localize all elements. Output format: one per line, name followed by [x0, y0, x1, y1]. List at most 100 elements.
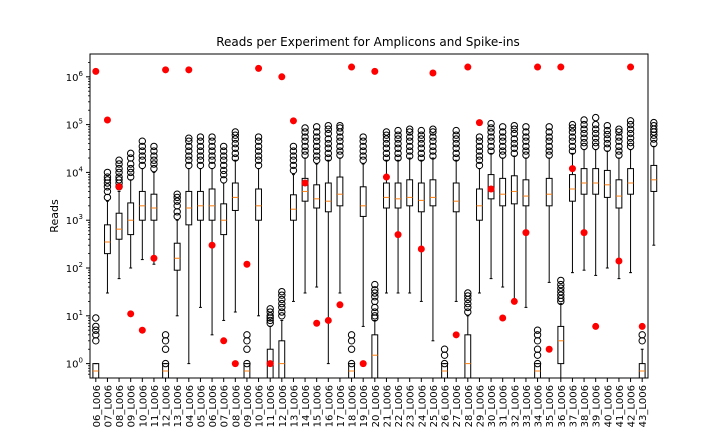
box-body-39	[545, 177, 553, 207]
x-tick-label-2: 08_L006	[115, 385, 126, 427]
flier-43-0	[591, 142, 600, 151]
box-1	[103, 168, 112, 294]
box-body-23	[359, 186, 367, 217]
flier-0-2	[92, 326, 100, 334]
flier-16-1	[278, 308, 286, 316]
flier-34-2	[487, 137, 495, 145]
flier-11-4	[219, 156, 228, 164]
flier-14-3	[254, 147, 263, 155]
flier-25-0	[382, 154, 391, 162]
flier-33-0	[475, 161, 484, 170]
flier-21-0	[336, 151, 344, 159]
flier-24-4	[371, 297, 379, 306]
flier-31-1	[452, 149, 460, 158]
spike-in-point-38	[580, 229, 588, 237]
flier-23-1	[359, 152, 367, 160]
flier-9-0	[196, 161, 205, 170]
flier-41-6	[568, 120, 577, 129]
spike-in-point-23	[382, 173, 390, 181]
flier-12-1	[231, 149, 240, 158]
flier-7-1	[173, 208, 181, 216]
box-12	[231, 128, 240, 313]
flier-47-1	[638, 331, 646, 339]
flier-39-0	[545, 151, 553, 159]
flier-26-3	[394, 139, 402, 148]
flier-24-7	[371, 286, 379, 294]
flier-41-4	[568, 128, 577, 136]
flier-35-3	[498, 137, 507, 145]
flier-23-3	[359, 142, 367, 151]
flier-20-3	[324, 139, 333, 148]
plot-frame	[89, 53, 649, 379]
spike-in-point-42	[638, 322, 646, 330]
flier-13-1	[243, 345, 251, 353]
box-body-21	[336, 176, 344, 207]
spike-in-point-36	[557, 63, 565, 71]
flier-35-0	[498, 151, 507, 159]
x-tick-label-19: 15_L006	[313, 385, 324, 427]
box-38	[533, 326, 542, 379]
flier-36-5	[510, 125, 519, 133]
x-tick-label-33: 29_L006	[475, 385, 486, 427]
flier-46-6	[626, 117, 635, 125]
flier-18-4	[301, 133, 309, 141]
flier-38-0	[533, 359, 542, 368]
flier-31-3	[452, 139, 460, 148]
flier-43-3	[591, 129, 600, 138]
flier-21-3	[336, 137, 344, 145]
x-tick-label-46: 42_L006	[627, 385, 638, 427]
flier-1-4	[103, 176, 112, 184]
flier-4-3	[138, 147, 147, 155]
flier-16-4	[278, 295, 286, 304]
flier-3-5	[126, 149, 135, 158]
box-body-3	[127, 202, 135, 236]
box-body-40	[557, 325, 565, 365]
x-tick-label-34: 30_L006	[487, 385, 498, 427]
flier-14-6	[254, 133, 263, 141]
x-tick-label-38: 34_L006	[534, 385, 545, 427]
flier-37-6	[522, 123, 530, 131]
flier-28-5	[417, 131, 426, 139]
flier-25-1	[382, 149, 391, 158]
box-19	[312, 123, 321, 288]
flier-37-4	[522, 133, 530, 141]
flier-11-2	[219, 166, 228, 175]
flier-1-6	[103, 168, 112, 177]
flier-12-2	[231, 144, 240, 152]
flier-45-0	[615, 151, 623, 159]
flier-1-5	[103, 173, 112, 181]
flier-9-2	[196, 152, 205, 160]
flier-15-3	[266, 312, 274, 320]
flier-18-0	[301, 151, 309, 159]
flier-41-1	[568, 142, 577, 151]
flier-32-2	[464, 299, 472, 308]
y-tick-label-2: 102	[66, 261, 83, 275]
flier-3-1	[126, 168, 135, 177]
y-axis-title: Reads	[48, 199, 61, 233]
flier-39-3	[545, 137, 553, 145]
box-body-24	[371, 334, 379, 379]
flier-24-5	[371, 293, 379, 301]
flier-5-3	[150, 152, 158, 160]
box-27	[405, 125, 414, 294]
spike-in-point-31	[499, 314, 507, 322]
x-tick-label-26: 22_L006	[394, 385, 405, 427]
flier-0-4	[92, 314, 100, 322]
box-24	[371, 280, 379, 379]
box-44	[603, 121, 612, 269]
spike-in-point-34	[534, 63, 542, 71]
spike-in-point-20	[348, 63, 356, 71]
flier-15-1	[266, 316, 274, 325]
flier-10-0	[208, 161, 216, 170]
flier-48-1	[650, 135, 658, 143]
box-0	[92, 314, 100, 379]
flier-21-2	[336, 142, 344, 151]
flier-48-5	[650, 121, 658, 130]
flier-33-4	[475, 142, 484, 151]
flier-12-6	[231, 128, 240, 136]
flier-44-3	[603, 130, 612, 139]
box-41	[568, 120, 577, 274]
box-body-5	[150, 193, 158, 221]
spike-in-point-13	[266, 360, 274, 368]
box-body-33	[476, 188, 483, 221]
